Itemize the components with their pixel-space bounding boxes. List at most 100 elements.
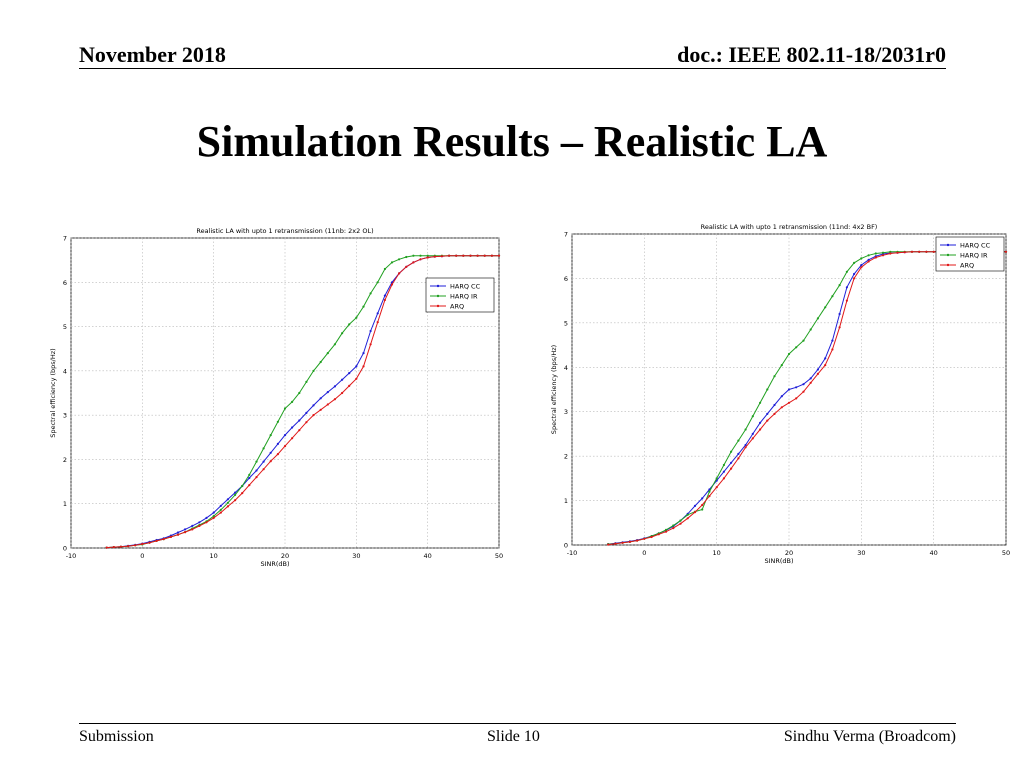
data-point: [127, 545, 130, 548]
y-tick-label: 6: [63, 279, 67, 287]
footer-divider: [79, 723, 956, 724]
data-point: [903, 251, 906, 254]
data-point: [148, 541, 151, 544]
data-point: [751, 415, 754, 418]
data-point: [462, 254, 465, 257]
data-point: [226, 505, 229, 508]
data-point: [853, 272, 856, 276]
y-tick-label: 7: [564, 231, 568, 239]
data-point: [809, 377, 812, 380]
legend-marker: [946, 253, 950, 257]
data-point: [1004, 250, 1008, 253]
data-point: [383, 298, 386, 302]
data-point: [255, 460, 258, 463]
data-point: [787, 388, 791, 391]
data-point: [867, 254, 870, 257]
data-point: [112, 546, 115, 549]
data-point: [672, 527, 675, 530]
data-point: [362, 305, 365, 308]
y-tick-label: 3: [63, 412, 67, 420]
data-point: [889, 250, 892, 253]
data-point: [744, 446, 747, 449]
data-point: [910, 250, 914, 253]
data-point: [759, 401, 762, 404]
x-tick-label: 40: [424, 552, 432, 560]
data-point: [824, 357, 827, 360]
data-point: [212, 515, 215, 518]
data-point: [686, 513, 689, 516]
data-point: [319, 360, 322, 364]
data-point: [248, 473, 251, 476]
data-point: [298, 429, 301, 432]
data-point: [376, 281, 379, 284]
y-tick-label: 6: [564, 275, 568, 283]
x-tick-label: 0: [140, 552, 144, 560]
data-point: [860, 257, 863, 260]
data-point: [824, 364, 827, 367]
data-point: [607, 543, 610, 546]
data-point: [722, 463, 725, 467]
data-point: [369, 329, 372, 333]
data-point: [269, 434, 272, 437]
data-point: [773, 375, 776, 378]
data-point: [305, 380, 308, 383]
data-point: [845, 270, 848, 273]
y-tick-label: 5: [63, 323, 67, 331]
data-point: [191, 524, 194, 527]
data-point: [191, 528, 194, 531]
legend-label: ARQ: [960, 261, 974, 269]
data-point: [305, 411, 308, 414]
y-tick-label: 5: [564, 319, 568, 327]
legend-label: HARQ IR: [450, 292, 478, 300]
data-point: [759, 421, 762, 424]
data-point: [860, 266, 863, 269]
data-point: [722, 477, 725, 480]
data-point: [376, 312, 379, 315]
data-point: [276, 442, 279, 445]
y-tick-label: 0: [63, 545, 67, 553]
data-point: [455, 254, 458, 257]
data-point: [283, 434, 287, 437]
footer-submission: Submission: [79, 728, 154, 745]
y-tick-label: 7: [63, 235, 67, 243]
data-point: [341, 332, 344, 335]
data-point: [405, 265, 408, 268]
data-point: [184, 528, 187, 531]
data-point: [816, 317, 819, 320]
header-divider: [79, 68, 946, 69]
data-point: [255, 476, 258, 479]
data-point: [795, 397, 798, 400]
data-point: [643, 537, 646, 540]
data-point: [845, 299, 848, 302]
data-point: [469, 254, 472, 257]
data-point: [326, 391, 329, 394]
legend-label: HARQ CC: [960, 241, 991, 249]
data-point: [664, 528, 668, 531]
data-point: [722, 470, 725, 473]
data-point: [773, 412, 776, 415]
data-point: [744, 428, 747, 431]
x-tick-label: 50: [495, 552, 503, 560]
data-point: [176, 531, 180, 534]
x-tick-label: 10: [713, 549, 721, 557]
data-point: [348, 384, 351, 387]
data-point: [234, 499, 237, 502]
data-point: [715, 477, 718, 480]
data-point: [715, 486, 718, 489]
data-point: [419, 254, 422, 257]
data-point: [816, 368, 819, 371]
data-point: [205, 521, 208, 524]
data-point: [730, 467, 733, 470]
data-point: [333, 343, 336, 346]
data-point: [291, 426, 294, 429]
data-point: [234, 493, 237, 496]
data-point: [276, 453, 279, 456]
data-point: [248, 476, 251, 480]
x-tick-label: 10: [210, 552, 218, 560]
x-tick-label: 30: [857, 549, 865, 557]
data-point: [881, 251, 885, 254]
data-point: [269, 460, 272, 463]
data-point: [319, 408, 322, 411]
data-point: [867, 258, 870, 261]
